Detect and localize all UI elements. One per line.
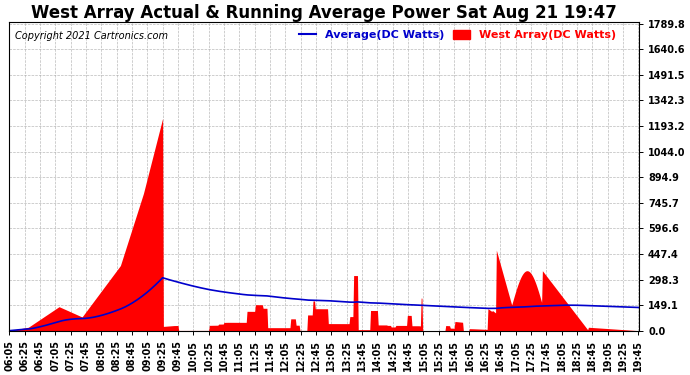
Text: Copyright 2021 Cartronics.com: Copyright 2021 Cartronics.com — [15, 32, 168, 41]
Legend: Average(DC Watts), West Array(DC Watts): Average(DC Watts), West Array(DC Watts) — [295, 25, 620, 45]
Title: West Array Actual & Running Average Power Sat Aug 21 19:47: West Array Actual & Running Average Powe… — [31, 4, 617, 22]
